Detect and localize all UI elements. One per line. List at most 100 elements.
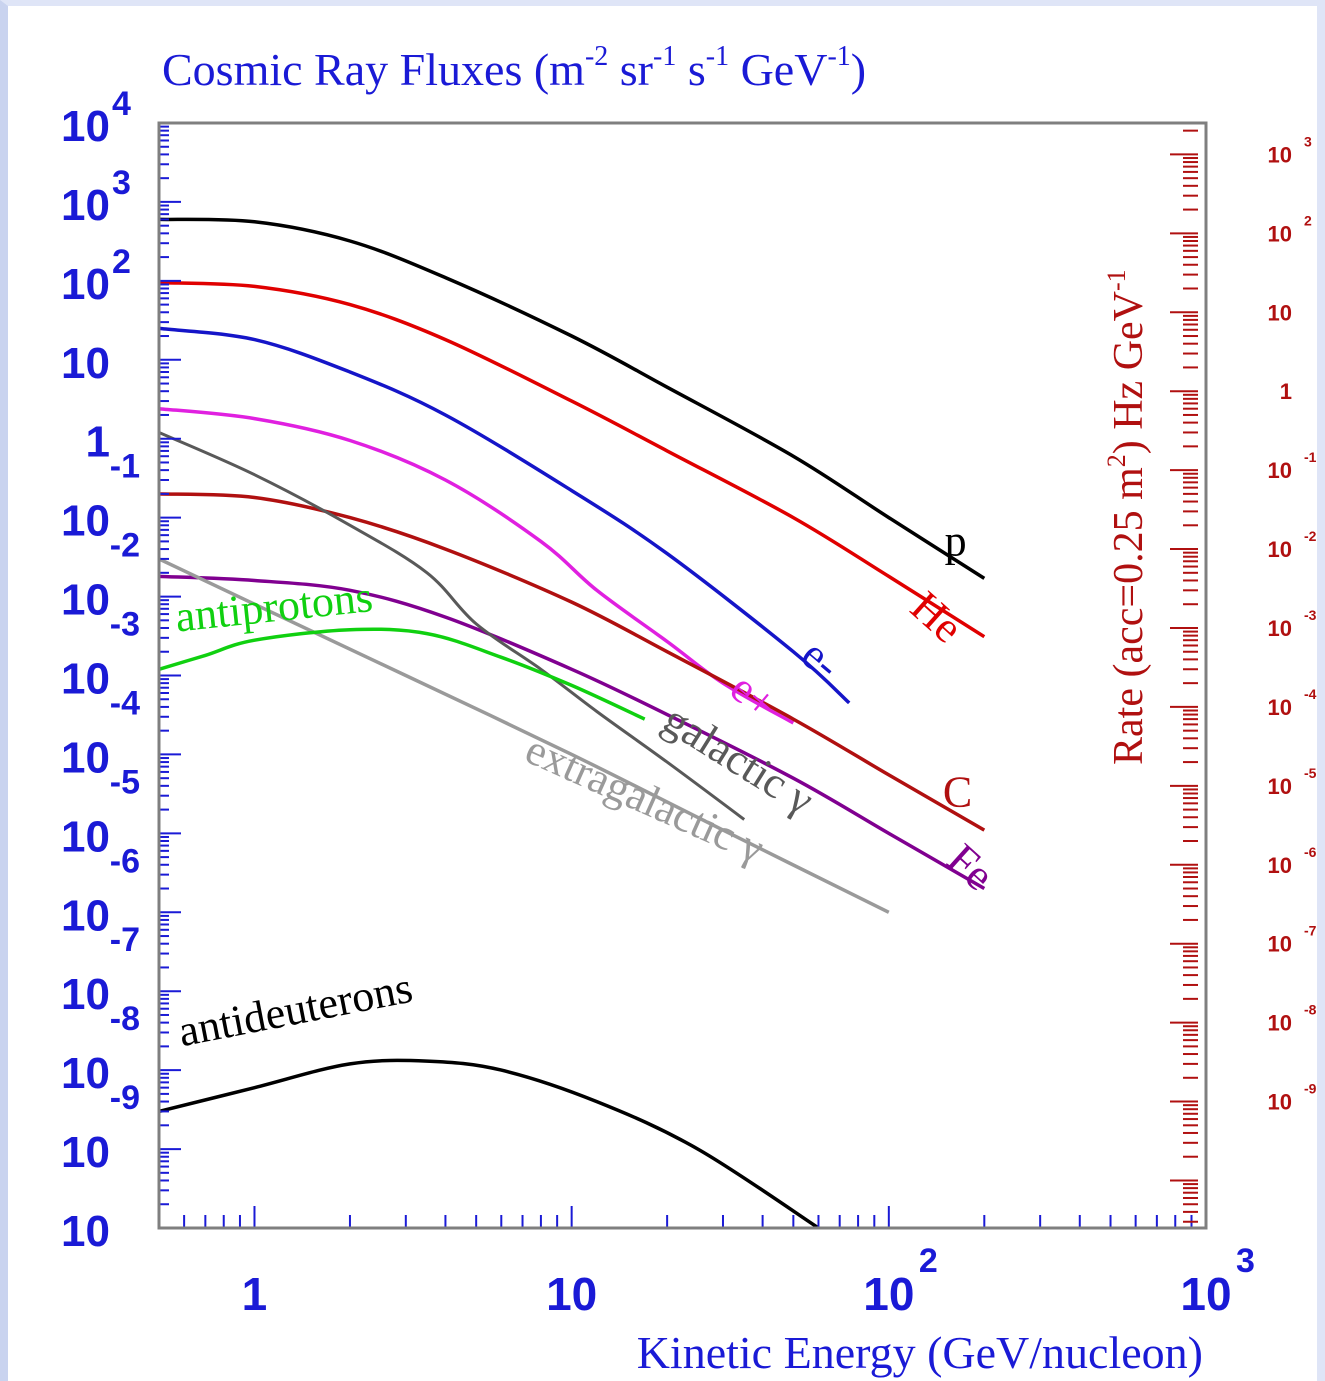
x-tick-base: 1 [242,1268,268,1320]
y-tick-exponent: 3 [112,164,131,202]
rate-tick-label: 10 [1268,300,1292,325]
y-tick-base: 10 [61,1128,110,1177]
plot-frame [157,121,1208,1230]
title-s: s [676,44,705,95]
rate-tick-label: 10 -1 [1268,449,1317,483]
series-label-c: C [943,767,972,816]
y-tick-label: 1 [86,418,110,467]
rate-tick-base: 10 [1268,300,1292,325]
right-rate-axis: 10310210110-110-210-310-410-510-610-710-… [1268,133,1317,1114]
right-axis-label-exp-2: -1 [1102,269,1131,291]
y-tick-exponent: 2 [112,243,131,281]
rate-tick-label: 10 -8 [1268,1002,1317,1036]
right-axis-label-main: Rate (acc=0.25 m [1106,467,1152,765]
rate-tick-exponent: -9 [1304,1081,1317,1097]
rate-tick-label: 10 -7 [1268,923,1317,957]
x-tick-exponent: 2 [919,1242,938,1280]
rate-tick-exponent: -4 [1304,686,1317,702]
y-tick-label: 10 3 [61,164,131,230]
rate-tick-exponent: -8 [1304,1002,1317,1018]
rate-tick-exponent: -7 [1304,923,1317,939]
title-sr: sr [608,44,653,95]
y-tick-label: 10-1 [61,448,140,546]
y-tick-label: 10 2 [61,243,131,309]
y-tick-base: 10 [61,1049,110,1098]
series-label-antideuterons: antideuterons [174,963,416,1056]
title-close: ) [851,44,866,95]
x-tick-base: 10 [1180,1268,1231,1320]
right-axis-label-tail: ) Hz GeV [1106,291,1152,454]
series-label-fe: Fe [938,834,1003,900]
y-tick-base: 10 [61,339,110,388]
x-tick-label: 1 [242,1268,268,1320]
y-tick-base: 10 [61,970,110,1019]
x-tick-label: 102 [863,1242,938,1320]
series-line-he [159,280,986,639]
rate-tick-base: 10 [1268,774,1292,799]
y-tick-exponent: -3 [110,606,140,644]
rate-tick-exponent: -2 [1304,528,1317,544]
series-line-antideuterons [159,1058,820,1228]
series-line-eplus [159,406,795,725]
rate-tick-exponent: -3 [1304,607,1317,623]
series-line-eminus [159,326,851,705]
y-tick-exponent: -6 [110,842,140,880]
rate-tick-exponent: -1 [1304,449,1317,465]
y-tick-exponent: 4 [112,85,131,123]
right-axis-label: Rate (acc=0.25 m2) Hz GeV-1 [1102,269,1152,765]
y-tick-label: 10-8 [61,1000,140,1098]
rate-tick-base: 10 [1268,616,1292,641]
rate-tick-base: 10 [1268,142,1292,167]
y-tick-base: 10 [61,181,110,230]
rate-tick-exponent: 2 [1304,212,1312,228]
rate-tick-base: 10 [1268,537,1292,562]
title-gev: GeV [729,44,827,95]
y-tick-exponent: -7 [110,921,140,959]
rate-tick-label: 10 -2 [1268,528,1317,562]
y-tick-base: 10 [61,576,110,625]
y-tick-base: 10 [61,655,110,704]
y-tick-exponent: -1 [110,448,140,486]
rate-tick-base: 10 [1268,1011,1292,1036]
series-line-extragalactic-gamma [159,557,890,914]
title-exp-2: -1 [653,41,676,72]
y-tick-base: 10 [61,102,110,151]
series-label-eminus: e- [792,630,850,690]
y-tick-label: 10-6 [61,842,140,940]
series-line-antiprotons [159,627,646,721]
y-tick-base: 10 [61,891,110,940]
series-line-galactic-gamma [159,431,746,821]
rate-tick-label: 10 3 [1268,133,1312,167]
rate-tick-base: 10 [1268,221,1292,246]
right-axis-label-exp: 2 [1102,454,1131,467]
y-tick-label: 10-5 [61,763,140,861]
rate-tick-base: 10 [1268,458,1292,483]
y-tick-label: 10-2 [61,527,140,625]
rate-tick-exponent: 3 [1304,133,1312,149]
series-line-p [159,217,986,580]
rate-tick-label: 1 [1280,379,1292,404]
y-tick-label: 10-7 [61,921,140,1019]
series-label-eplus: e+ [721,663,786,729]
rate-tick-base: 10 [1268,695,1292,720]
rate-tick-label: 10 -6 [1268,844,1317,878]
y-tick-exponent: -9 [110,1079,140,1117]
y-tick-label: 10 [61,1207,110,1256]
rate-tick-base: 1 [1280,379,1292,404]
y-tick-exponent: -5 [110,763,140,801]
y-tick-base: 10 [61,497,110,546]
y-tick-base: 10 [61,812,110,861]
y-tick-label: 10-4 [61,684,140,782]
rate-tick-label: 10 2 [1268,212,1312,246]
title-exp-4: -1 [827,41,850,72]
x-tick-base: 10 [863,1268,914,1320]
rate-tick-label: 10 -9 [1268,1081,1317,1115]
rate-tick-exponent: -5 [1304,765,1317,781]
rate-tick-label: 10 -5 [1268,765,1317,799]
rate-tick-base: 10 [1268,1090,1292,1115]
x-tick-label: 10 [546,1268,597,1320]
x-axis-label: Kinetic Energy (GeV/nucleon) [637,1327,1203,1378]
